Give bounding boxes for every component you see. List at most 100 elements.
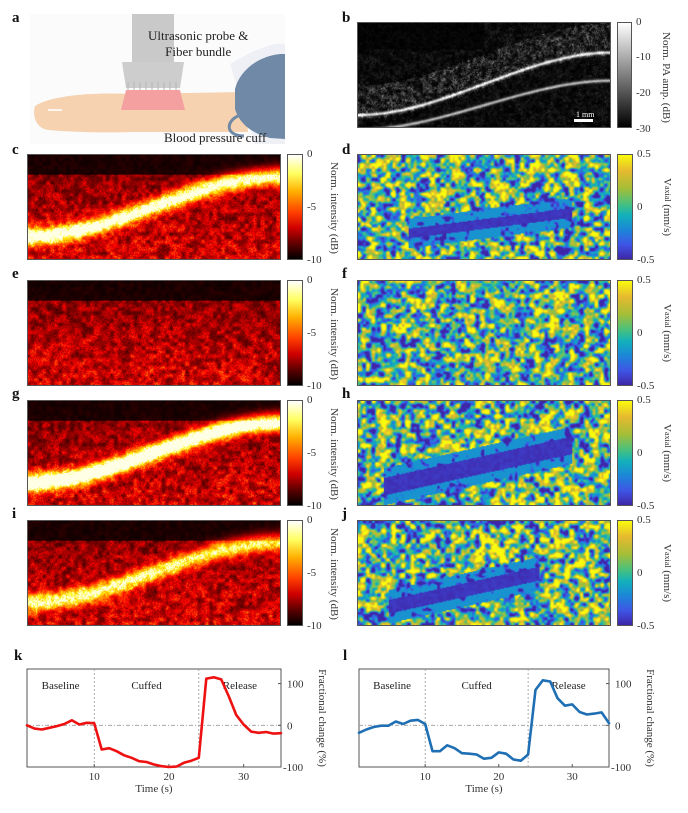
colorbar-b <box>617 22 632 128</box>
colorbar-b-tick: -10 <box>636 51 651 63</box>
velocity-image-d <box>357 154 611 260</box>
colorbar-i-tick: -10 <box>307 620 322 632</box>
colorbar-g-tick: -5 <box>307 447 317 459</box>
velocity-image-h <box>357 400 611 506</box>
colorbar-e-tick: -10 <box>307 380 322 392</box>
panel-label-e: e <box>12 266 19 282</box>
phase-label: Baseline <box>373 680 411 692</box>
colorbar-h-tick: 0.5 <box>637 394 651 406</box>
phase-label: Release <box>551 680 585 692</box>
colorbar-d <box>617 154 633 260</box>
panel-label-l: l <box>343 648 348 664</box>
colorbar-i-tick: 0 <box>307 514 313 526</box>
colorbar-i <box>287 520 303 626</box>
intensity-image-g <box>27 400 281 506</box>
x-tick-label: 30 <box>238 771 250 783</box>
y-tick-label: -100 <box>283 762 304 774</box>
colorbar-f-tick: -0.5 <box>637 380 655 392</box>
colorbar-e-tick: 0 <box>307 274 313 286</box>
x-tick-label: 10 <box>420 771 432 783</box>
colorbar-d-label: Vaxial (mm/s) <box>661 178 673 237</box>
probe-annotation-line1: Ultrasonic probe & <box>148 28 249 43</box>
colorbar-h-label: Vaxial (mm/s) <box>661 424 673 483</box>
panel-label-g: g <box>12 386 20 402</box>
scale-bar-label: 1 mm <box>576 110 595 119</box>
colorbar-f <box>617 280 633 386</box>
colorbar-h-tick: 0 <box>637 447 643 459</box>
colorbar-h-tick: -0.5 <box>637 500 655 512</box>
y-axis-label: Fractional change (%) <box>316 669 328 767</box>
colorbar-c-tick: -10 <box>307 254 322 266</box>
panel-label-b: b <box>342 10 351 26</box>
panel-label-h: h <box>342 386 351 402</box>
colorbar-i-label: Norm. intensity (dB) <box>328 528 340 620</box>
cuff-annotation: Blood pressure cuff <box>164 130 267 145</box>
pa-image <box>357 22 611 128</box>
phase-label: Cuffed <box>461 680 492 692</box>
colorbar-d-tick: 0.5 <box>637 148 651 160</box>
velocity-image-f <box>357 280 611 386</box>
probe-annotation-line2: Fiber bundle <box>165 44 232 60</box>
colorbar-b-label: Norm. PA amp. (dB) <box>660 32 672 123</box>
colorbar-g-tick: 0 <box>307 394 313 406</box>
arm-shape <box>34 92 248 133</box>
probe-annotation: Ultrasonic probe & Fiber bundle <box>148 28 248 61</box>
intensity-image-c <box>27 154 281 260</box>
plot-frame <box>26 668 282 768</box>
colorbar-c-label: Norm. intensity (dB) <box>328 162 340 254</box>
colorbar-b-tick: -20 <box>636 87 651 99</box>
panel-label-d: d <box>342 142 351 158</box>
x-tick-label: 10 <box>89 771 101 783</box>
colorbar-c-tick: 0 <box>307 148 313 160</box>
colorbar-g-label: Norm. intensity (dB) <box>328 408 340 500</box>
x-axis-label: Time (s) <box>135 783 173 795</box>
x-axis-label: Time (s) <box>465 783 503 795</box>
panel-label-i: i <box>12 506 17 522</box>
colorbar-g-tick: -10 <box>307 500 322 512</box>
colorbar-c-tick: -5 <box>307 201 317 213</box>
colorbar-e <box>287 280 303 386</box>
ultrasonic-probe <box>132 14 174 62</box>
plot-frame <box>358 668 610 768</box>
colorbar-d-tick: -0.5 <box>637 254 655 266</box>
blood-pressure-cuff <box>235 54 285 139</box>
colorbar-j <box>617 520 633 626</box>
colorbar-i-tick: -5 <box>307 567 317 579</box>
colorbar-h <box>617 400 633 506</box>
colorbar-c <box>287 154 303 260</box>
colorbar-j-tick: 0.5 <box>637 514 651 526</box>
colorbar-j-tick: 0 <box>637 567 643 579</box>
chart-l: Baseline Cuffed Release 10 20 30 -100 0 100 Time … <box>357 668 656 795</box>
colorbar-j-label: Vaxial (mm/s) <box>661 544 673 603</box>
panel-label-c: c <box>12 142 19 158</box>
y-tick-label: -100 <box>611 762 632 774</box>
colorbar-g <box>287 400 303 506</box>
colorbar-d-tick: 0 <box>637 201 643 213</box>
chart-k: Baseline Cuffed Release 10 20 30 -100 0 100 Time … <box>25 668 328 795</box>
panel-label-a: a <box>12 10 20 26</box>
velocity-image-j <box>357 520 611 626</box>
phase-label: Baseline <box>42 680 80 692</box>
colorbar-j-tick: -0.5 <box>637 620 655 632</box>
arm-illustration <box>30 14 285 144</box>
colorbar-f-tick: 0.5 <box>637 274 651 286</box>
scale-bar <box>574 119 593 122</box>
colorbar-b-tick: -30 <box>636 123 651 135</box>
series-line-l <box>357 678 611 762</box>
colorbar-e-label: Norm. intensity (dB) <box>328 288 340 380</box>
colorbar-e-tick: -5 <box>307 327 317 339</box>
intensity-image-i <box>27 520 281 626</box>
phase-label: Cuffed <box>131 680 162 692</box>
light-beam <box>121 90 185 110</box>
colorbar-f-tick: 0 <box>637 327 643 339</box>
x-tick-label: 20 <box>163 771 175 783</box>
x-tick-label: 20 <box>493 771 505 783</box>
panel-label-f: f <box>342 266 347 282</box>
panel-label-j: j <box>342 506 347 522</box>
y-tick-label: 0 <box>287 720 293 732</box>
y-tick-label: 100 <box>287 679 304 691</box>
intensity-image-e <box>27 280 281 386</box>
colorbar-b-tick: 0 <box>636 16 642 28</box>
phase-label: Release <box>223 680 257 692</box>
colorbar-f-label: Vaxial (mm/s) <box>661 304 673 363</box>
